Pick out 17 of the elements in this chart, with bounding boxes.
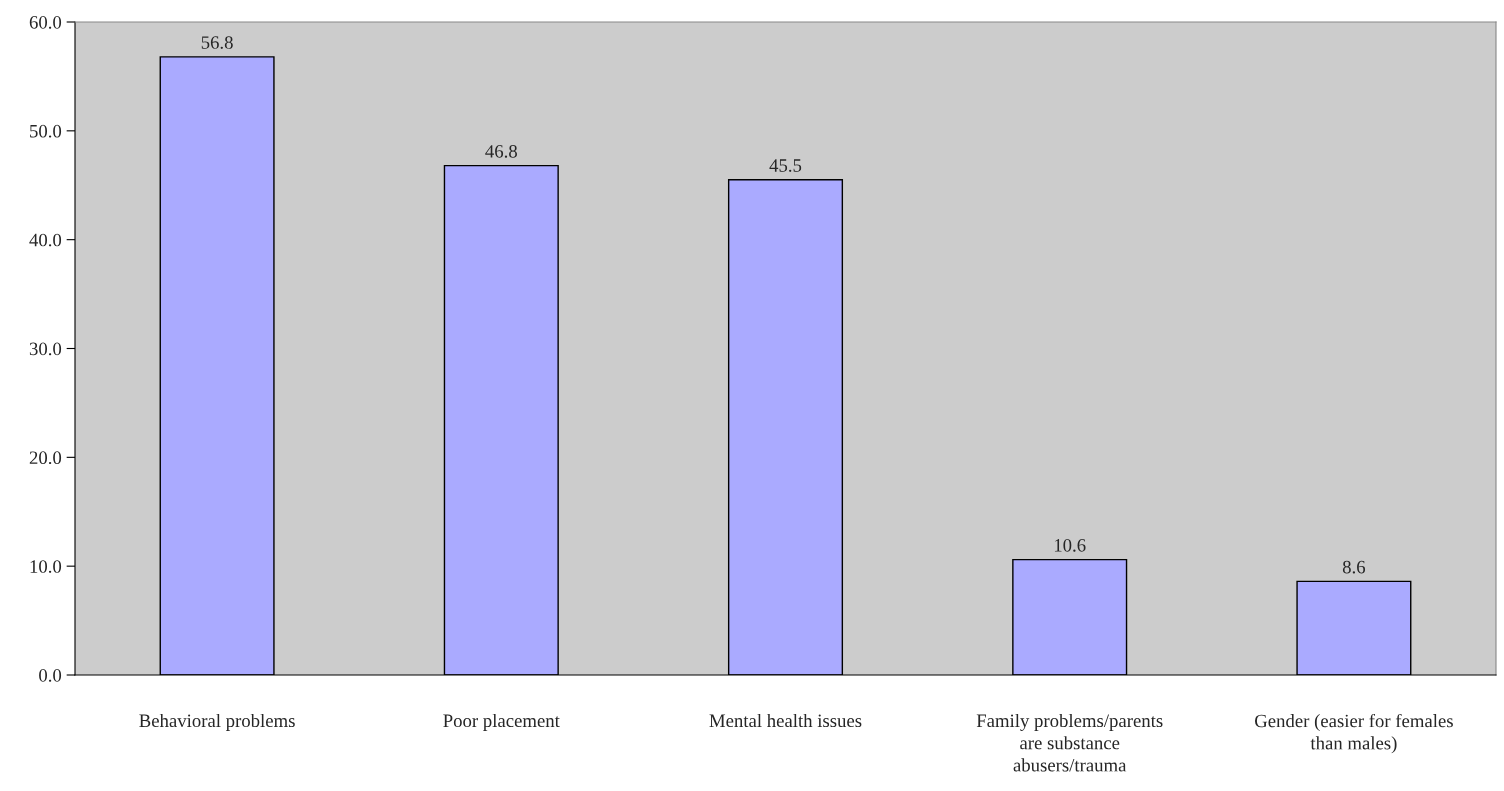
data-label: 10.6 <box>1054 539 1086 552</box>
y-tick-label: 60.0 <box>29 16 62 29</box>
data-label: 8.6 <box>1342 560 1366 574</box>
x-tick-label: Family problems/parents are substance abusers/trauma <box>976 713 1163 772</box>
y-tick-label: 30.0 <box>29 342 62 356</box>
data-label: 46.8 <box>485 145 517 158</box>
y-tick-label: 10.0 <box>30 560 62 573</box>
y-tick-label: 20.0 <box>29 451 62 465</box>
x-tick-label: Gender (easier for females than males) <box>1254 713 1453 754</box>
x-tick-label: Poor placement <box>443 713 560 731</box>
y-tick-label: 50.0 <box>30 124 62 138</box>
y-tick-label: 40.0 <box>29 233 62 247</box>
x-tick-label: Mental health issues <box>709 713 862 728</box>
data-label: 56.8 <box>201 36 233 49</box>
y-tick-label: 0.0 <box>39 669 62 682</box>
x-tick-label: Behavioral problems <box>139 713 295 731</box>
data-label: 45.5 <box>769 159 802 172</box>
